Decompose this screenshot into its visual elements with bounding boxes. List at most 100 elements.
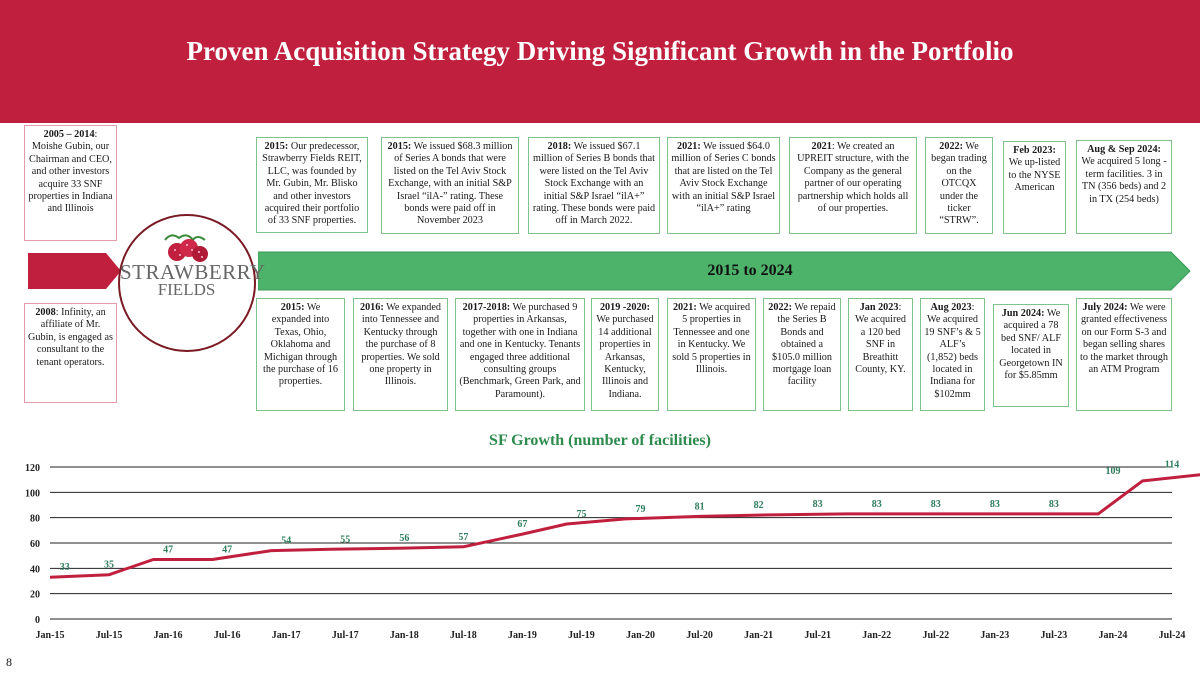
data-label: 109	[1105, 466, 1120, 477]
data-label: 67	[517, 519, 527, 530]
timeline-arrow	[258, 251, 1191, 291]
event-year: Jun 2024:	[1001, 308, 1045, 319]
y-tick-label: 20	[30, 590, 40, 601]
event-2015-expansion: 2015: We expanded into Texas, Ohio, Okla…	[256, 298, 345, 411]
event-text: We expanded into Tennessee and Kentucky …	[361, 302, 442, 388]
event-text: We were granted effectiveness on our For…	[1080, 302, 1168, 376]
side-note-year: 2005 – 2014	[43, 129, 95, 140]
chart-title: SF Growth (number of facilities)	[489, 432, 711, 449]
growth-line-chart: 0 20 40 60 80 100 120 Jan-15 Jul-15 Jan-16 Jul-16 J…	[25, 460, 1200, 641]
x-tick-label: Jul-23	[1041, 630, 1068, 641]
header-banner: Proven Acquisition Strategy Driving Sign…	[0, 0, 1200, 123]
event-jun-2024-acquisition: Jun 2024: We acquired a 78 bed SNF/ ALF …	[993, 304, 1069, 407]
event-year: 2021	[811, 141, 832, 152]
event-year: Feb 2023:	[1013, 145, 1056, 156]
data-label: 83	[872, 499, 882, 510]
x-tick-label: Jul-21	[804, 630, 831, 641]
event-text: We issued $67.1 million of Series B bond…	[532, 141, 656, 227]
data-label: 79	[636, 504, 646, 515]
side-note-text: : Moishe Gubin, our Chairman and CEO, an…	[28, 129, 113, 215]
event-year: 2021:	[672, 302, 697, 313]
event-year: 2017-2018:	[462, 302, 511, 313]
event-2018-series-b: 2018: We issued $67.1 million of Series …	[528, 137, 660, 234]
logo-text-strawberry: STRAWBERRY	[120, 260, 266, 284]
x-tick-label: Jan-23	[980, 630, 1009, 641]
x-tick-label: Jan-16	[154, 630, 183, 641]
x-tick-label: Jul-22	[922, 630, 949, 641]
event-text: Our predecessor, Strawberry Fields REIT,…	[262, 141, 362, 227]
data-label: 83	[931, 499, 941, 510]
event-july-2024-atm: July 2024: We were granted effectiveness…	[1076, 298, 1172, 411]
event-year: 2019 -2020:	[599, 302, 651, 313]
event-2022-otcqx: 2022: We began trading on the OTCQX unde…	[925, 137, 993, 234]
event-aug-sep-2024: Aug & Sep 2024: We acquired 5 long -term…	[1076, 140, 1172, 234]
data-label: 83	[1049, 499, 1059, 510]
event-2016-expansion: 2016: We expanded into Tennessee and Ken…	[353, 298, 448, 411]
data-label: 83	[990, 499, 1000, 510]
timeline-label: 2015 to 2024	[707, 262, 793, 279]
event-jan-2023-acquisition: Jan 2023: We acquired a 120 bed SNF in B…	[848, 298, 913, 411]
event-text: : We acquired a 120 bed SNF in Breathitt…	[855, 302, 906, 376]
x-tick-label: Jan-21	[744, 630, 773, 641]
series-line	[49, 473, 1200, 579]
data-label: 114	[1165, 460, 1179, 471]
event-text: We up-listed to the NYSE American	[1008, 157, 1061, 194]
event-text: : We acquired 19 SNF’s & 5 ALF’s (1,852)…	[924, 302, 981, 400]
x-tick-label: Jul-15	[96, 630, 123, 641]
event-text: We expanded into Texas, Ohio, Oklahoma a…	[263, 302, 338, 388]
event-2017-2018-purchases: 2017-2018: We purchased 9 properties in …	[455, 298, 585, 411]
event-2021-series-c: 2021: We issued $64.0 million of Series …	[667, 137, 780, 234]
side-note-text: : Infinity, an affiliate of Mr. Gubin, i…	[28, 307, 113, 368]
event-year: 2022:	[939, 141, 964, 152]
event-text: : We created an UPREIT structure, with t…	[797, 141, 909, 215]
x-tick-label: Jan-19	[508, 630, 537, 641]
event-2021-acquisitions: 2021: We acquired 5 properties in Tennes…	[667, 298, 756, 411]
x-tick-label: Jul-16	[214, 630, 241, 641]
y-tick-label: 80	[30, 514, 40, 525]
side-note-2005: 2005 – 2014: Moishe Gubin, our Chairman …	[24, 125, 117, 241]
event-2015-founded: 2015: Our predecessor, Strawberry Fields…	[256, 137, 368, 233]
logo-text-fields: FIELDS	[157, 280, 216, 299]
data-label: 54	[281, 536, 291, 547]
x-tick-label: Jul-17	[332, 630, 359, 641]
event-year: Aug & Sep 2024:	[1087, 144, 1161, 155]
company-logo: STRAWBERRY FIELDS	[118, 214, 266, 352]
event-year: 2021:	[677, 141, 701, 152]
event-aug-2023-acquisition: Aug 2023: We acquired 19 SNF’s & 5 ALF’s…	[920, 298, 985, 411]
page-number: 8	[6, 655, 12, 669]
x-tick-label: Jan-22	[862, 630, 891, 641]
data-label: 75	[576, 509, 586, 520]
event-year: 2018:	[547, 141, 572, 152]
event-text: We issued $68.3 million of Series A bond…	[388, 141, 513, 227]
x-tick-label: Jul-18	[450, 630, 477, 641]
event-year: 2016:	[359, 302, 384, 313]
data-label: 55	[340, 534, 350, 545]
event-year: Jan 2023	[859, 302, 899, 313]
event-feb-2023-nyse: Feb 2023: We up-listed to the NYSE Ameri…	[1003, 141, 1066, 234]
event-2015-series-a: 2015: We issued $68.3 million of Series …	[381, 137, 519, 234]
data-label: 35	[104, 560, 114, 571]
y-tick-label: 60	[30, 539, 40, 550]
strawberry-icon	[164, 234, 208, 262]
x-tick-label: Jul-19	[568, 630, 595, 641]
x-tick-label: Jul-20	[686, 630, 713, 641]
data-label: 83	[813, 499, 823, 510]
event-year: 2015:	[387, 141, 412, 152]
event-text: We repaid the Series B Bonds and obtaine…	[772, 302, 836, 388]
event-year: 2022:	[768, 302, 793, 313]
data-label: 47	[163, 544, 173, 555]
red-timeline-arrow	[28, 253, 121, 289]
y-tick-label: 100	[25, 488, 40, 499]
event-text: We issued $64.0 million of Series C bond…	[671, 141, 776, 215]
data-label: 82	[754, 500, 764, 511]
event-2021-upreit: 2021: We created an UPREIT structure, wi…	[789, 137, 917, 234]
event-text: We acquired a 78 bed SNF/ ALF located in…	[999, 308, 1063, 382]
x-tick-label: Jan-17	[272, 630, 301, 641]
side-note-year: 2008	[35, 307, 56, 318]
event-text: We acquired 5 long -term facilities. 3 i…	[1081, 156, 1167, 205]
y-tick-label: 120	[25, 463, 40, 474]
y-tick-label: 0	[35, 615, 40, 626]
event-text: We purchased 9 properties in Arkansas, t…	[459, 302, 581, 400]
y-tick-label: 40	[30, 564, 40, 575]
x-tick-label: Jul-24	[1159, 630, 1186, 641]
